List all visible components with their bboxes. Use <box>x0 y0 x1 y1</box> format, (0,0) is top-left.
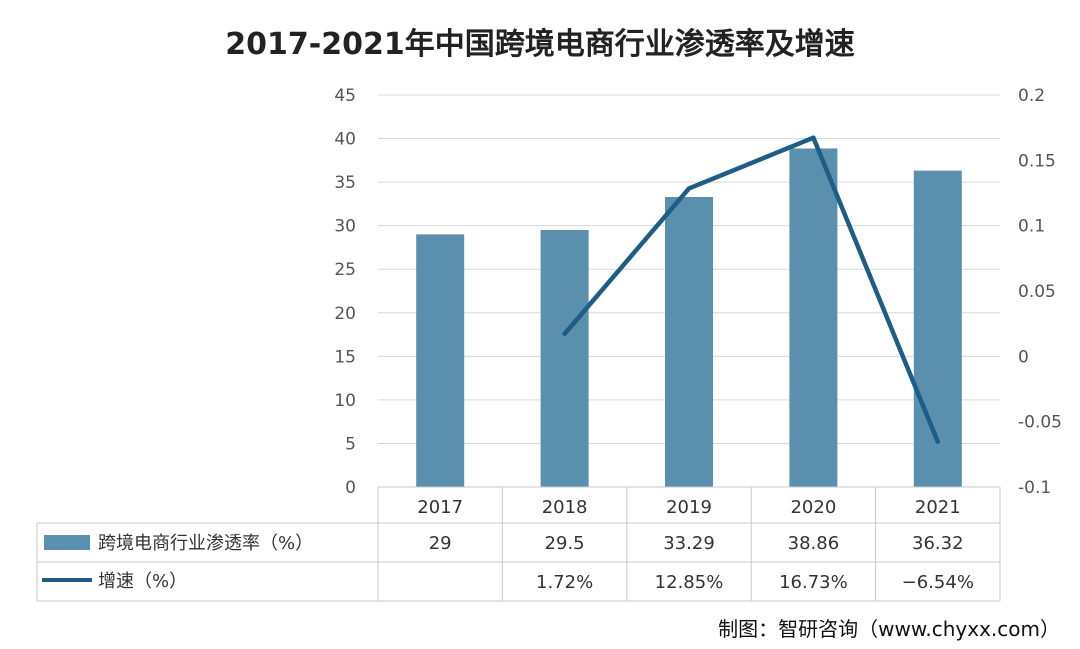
left-tick-label: 35 <box>334 173 356 193</box>
growth-value-label: −6.54% <box>902 572 974 593</box>
growth-point-2019 <box>686 186 692 191</box>
left-tick-label: 25 <box>334 260 356 280</box>
left-tick-label: 15 <box>334 347 356 367</box>
left-tick-label: 40 <box>334 130 356 150</box>
right-axis: -0.1 -0.05 0 0.05 0.1 0.15 0.2 <box>1018 86 1062 498</box>
legend-swatch-bar <box>44 535 90 550</box>
bar-value-label: 29 <box>429 533 452 554</box>
growth-value-label: 1.72% <box>536 572 593 593</box>
category-label: 2017 <box>417 497 463 518</box>
category-label: 2018 <box>542 497 588 518</box>
growth-value-label: 16.73% <box>779 572 848 593</box>
right-tick-label: 0.2 <box>1018 86 1045 106</box>
category-label: 2019 <box>666 497 712 518</box>
right-tick-label: 0.1 <box>1018 217 1045 237</box>
left-tick-label: 0 <box>345 478 356 498</box>
left-axis: 0 5 10 15 20 25 30 35 40 45 <box>334 86 356 498</box>
left-tick-label: 10 <box>334 391 356 411</box>
source-note: 制图：智研咨询（www.chyxx.com） <box>718 617 1060 641</box>
growth-point-2018 <box>562 331 567 337</box>
chart-title: 2017-2021年中国跨境电商行业渗透率及增速 <box>225 27 854 62</box>
bar-value-label: 38.86 <box>788 533 840 554</box>
right-tick-label: 0 <box>1018 347 1029 367</box>
growth-point-2021 <box>935 439 940 444</box>
right-tick-label: -0.05 <box>1018 413 1062 433</box>
growth-line <box>562 135 940 444</box>
bars <box>416 148 962 488</box>
bar-2020 <box>789 148 838 488</box>
bar-value-label: 36.32 <box>912 533 964 554</box>
legend-label-line: 增速（%） <box>98 571 187 592</box>
bar-value-label: 29.5 <box>545 533 585 554</box>
growth-point-2020 <box>811 135 816 140</box>
right-tick-label: -0.1 <box>1018 478 1051 498</box>
bar-2021 <box>913 170 962 488</box>
bar-2019 <box>665 197 713 487</box>
bar-2018 <box>540 230 589 487</box>
category-label: 2020 <box>790 497 836 518</box>
data-table: 2017 2018 2019 2020 2021 跨境电商行业渗透率（%） 29 29.5 33… <box>36 486 1001 602</box>
growth-line-path <box>562 135 940 443</box>
bar-2017 <box>416 234 465 487</box>
right-tick-label: 0.05 <box>1018 282 1056 302</box>
right-tick-label: 0.15 <box>1018 151 1056 171</box>
left-tick-label: 5 <box>345 434 356 454</box>
growth-value-label: 12.85% <box>655 572 724 593</box>
legend-label-bar: 跨境电商行业渗透率（%） <box>98 533 313 554</box>
bar-value-label: 33.29 <box>663 533 715 554</box>
left-tick-label: 30 <box>334 217 356 237</box>
left-tick-label: 45 <box>334 86 356 106</box>
left-tick-label: 20 <box>334 304 356 324</box>
category-label: 2021 <box>915 497 961 518</box>
